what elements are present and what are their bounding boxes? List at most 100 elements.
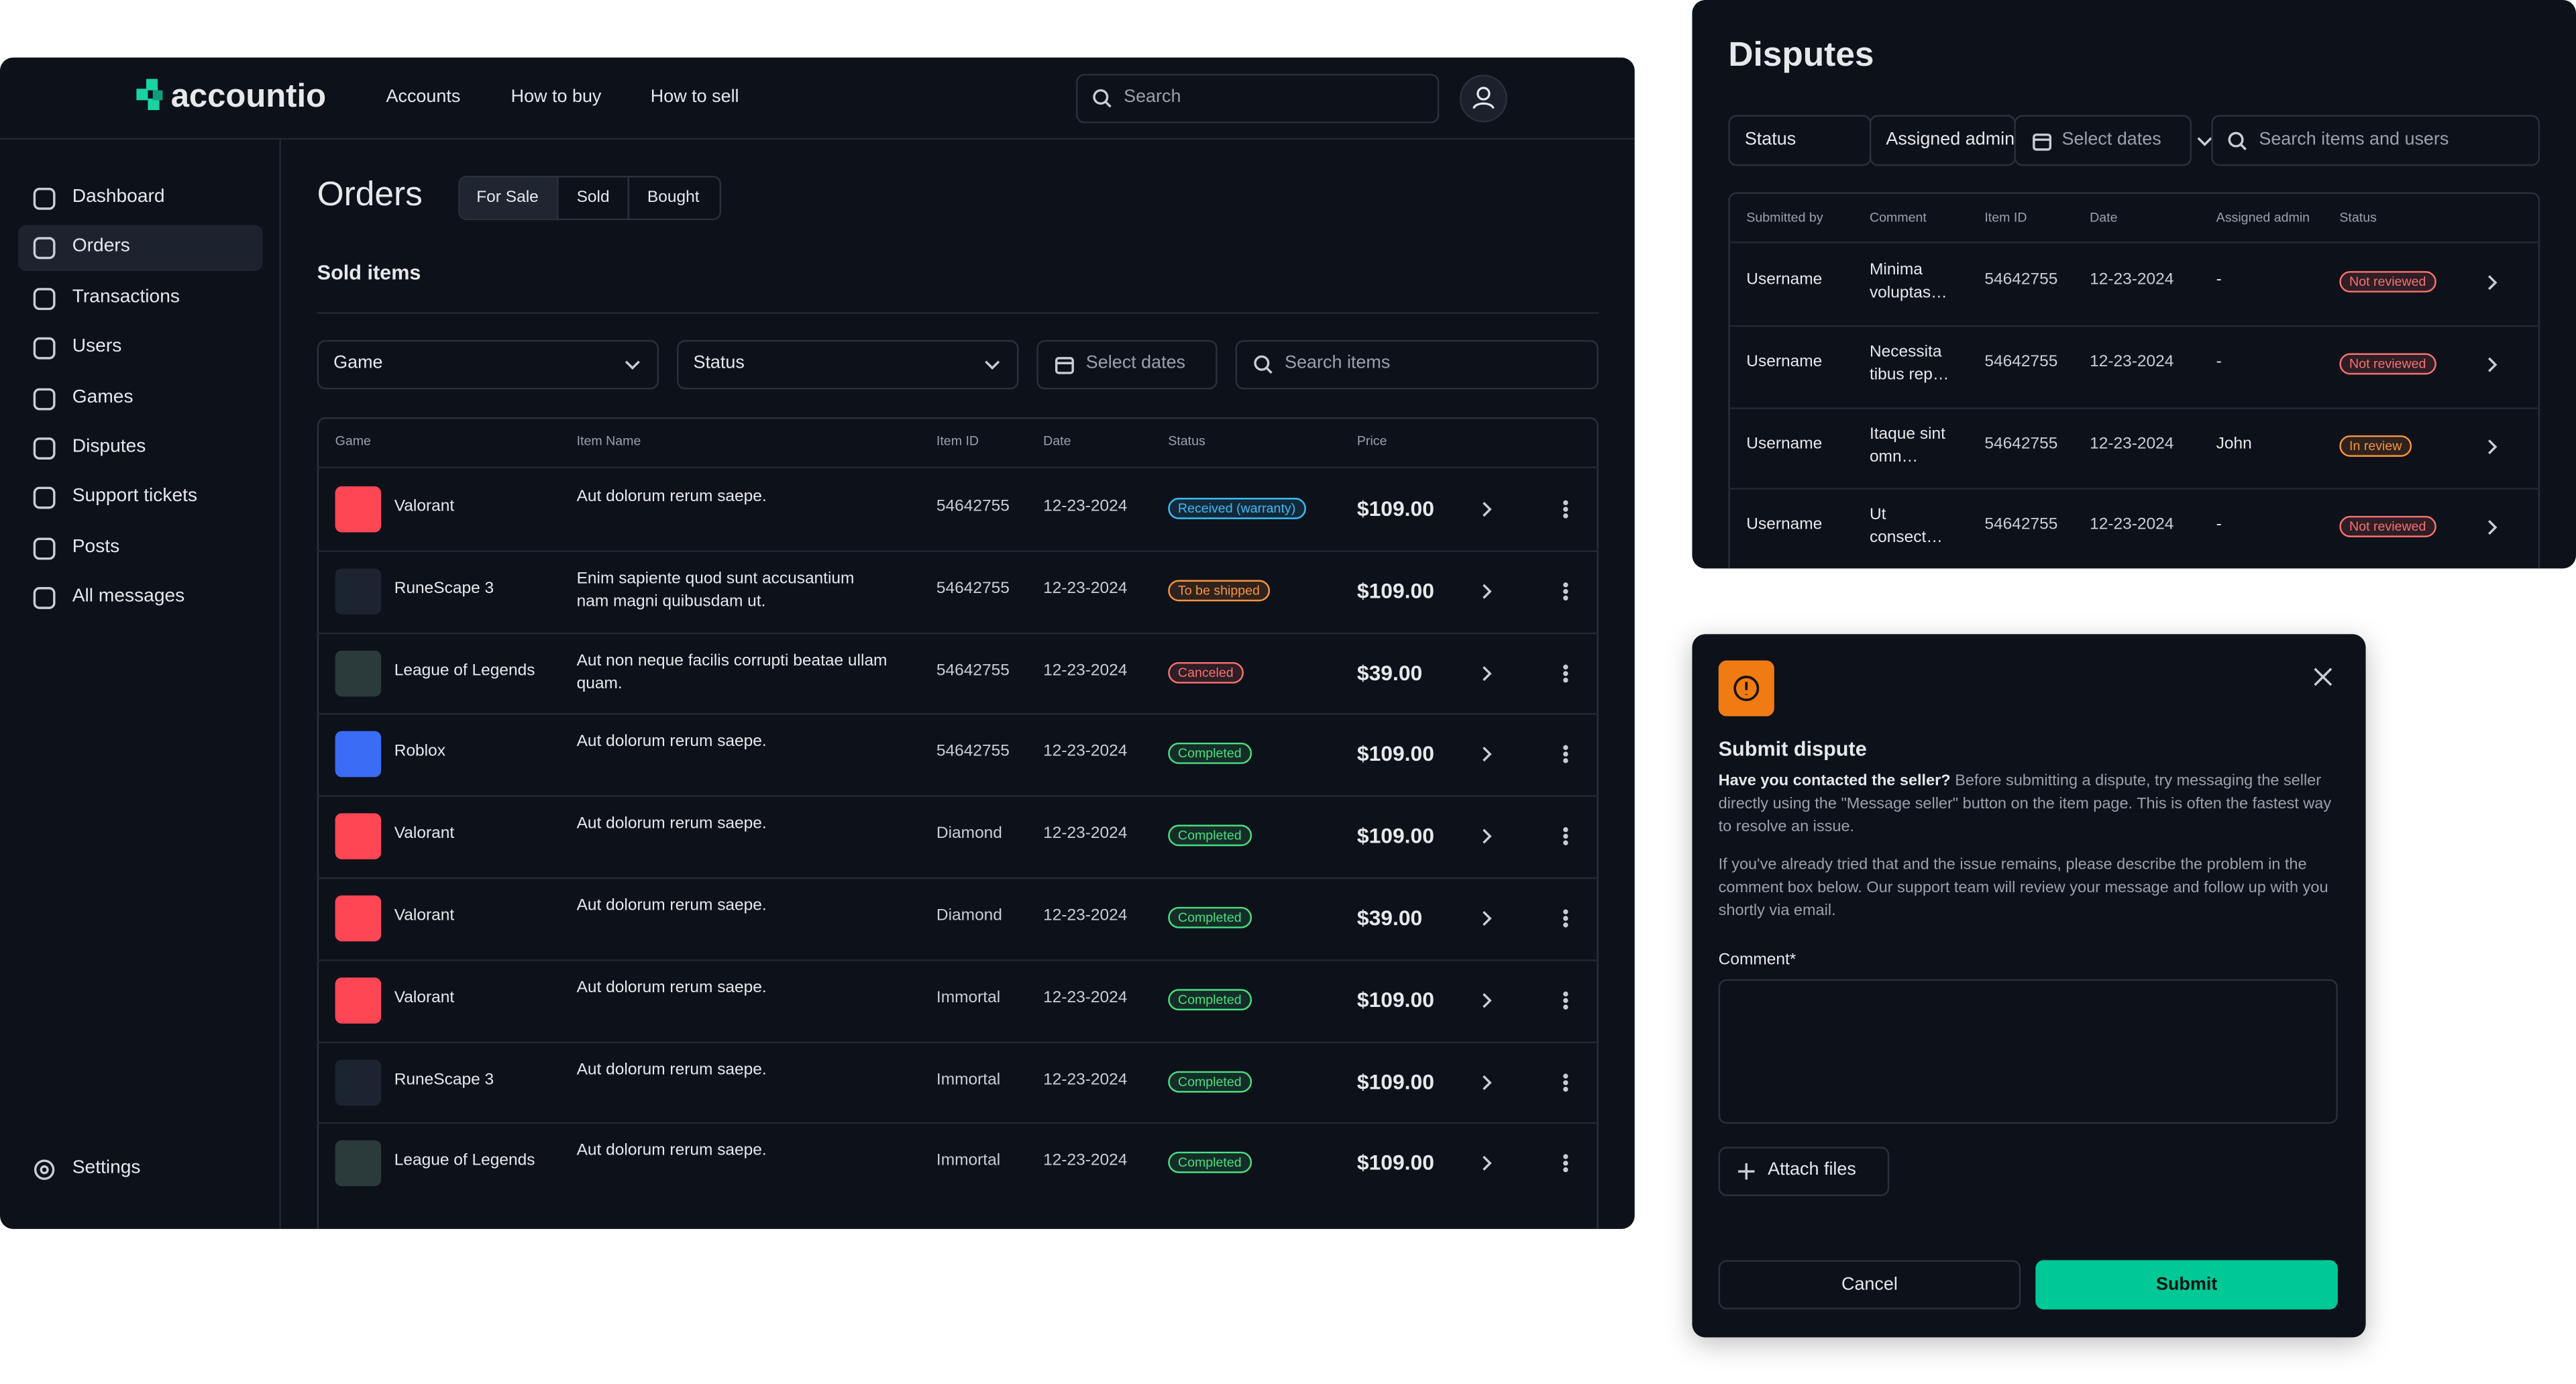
filter[interactable]	[1036, 339, 1218, 390]
row-menu[interactable]	[1562, 581, 1569, 600]
row-chevron[interactable]	[2485, 520, 2499, 536]
sidebar-item[interactable]: Dashboard	[72, 187, 165, 207]
date: 12-23-2024	[1043, 1152, 1128, 1171]
row-chevron[interactable]	[1481, 1156, 1494, 1172]
game-icon	[335, 895, 382, 942]
attach-label: Attach files	[1768, 1159, 1856, 1180]
logo[interactable]: accountio	[170, 78, 327, 115]
item-name: Aut dolorum rerum saepe.	[576, 488, 767, 507]
cancel-button[interactable]: Cancel	[1718, 1260, 2021, 1310]
disputes-window: Disputes Status Assigned admin Select date…	[1692, 0, 2576, 569]
date: 12-23-2024	[2090, 516, 2174, 535]
sidebar-item[interactable]: Disputes	[72, 437, 146, 457]
row-chevron[interactable]	[1481, 665, 1494, 681]
sidebar-item[interactable]: Transactions	[72, 287, 180, 307]
filter[interactable]	[1235, 339, 1599, 390]
row-divider	[317, 877, 1599, 880]
sidebar-item[interactable]: Posts	[72, 537, 120, 557]
attach-button[interactable]	[1718, 1147, 1890, 1196]
row-chevron[interactable]	[2485, 274, 2499, 290]
row-chevron[interactable]	[2485, 356, 2499, 372]
column-header: Status	[1168, 433, 1205, 449]
row-chevron[interactable]	[1481, 1074, 1494, 1090]
dispute-filter[interactable]: Assigned admin	[1869, 115, 2016, 166]
tab[interactable]: For Sale	[476, 189, 539, 207]
row-chevron[interactable]	[1481, 992, 1494, 1008]
row-chevron[interactable]	[1481, 583, 1494, 599]
column-header: Item ID	[1984, 210, 2027, 225]
row-menu[interactable]	[1562, 1072, 1569, 1092]
nav-link[interactable]: How to sell	[650, 87, 739, 107]
column-header: Item ID	[936, 433, 979, 449]
close-button[interactable]	[2313, 667, 2332, 686]
sidebar-item[interactable]: Orders	[72, 237, 130, 257]
row-menu[interactable]	[1562, 1154, 1569, 1173]
game-name: Valorant	[394, 498, 455, 516]
price: $109.00	[1356, 987, 1434, 1012]
row-menu[interactable]	[1562, 745, 1569, 764]
filter[interactable]	[317, 339, 659, 390]
dispute-filter[interactable]: Status	[1728, 115, 1872, 166]
settings-icon	[34, 1159, 55, 1180]
row-menu[interactable]	[1562, 990, 1569, 1010]
sidebar-icon	[33, 587, 56, 610]
sidebar-settings[interactable]: Settings	[72, 1158, 141, 1178]
item-name: Aut dolorum rerum saepe.	[576, 1061, 767, 1079]
assigned-admin: -	[2216, 516, 2222, 535]
status-badge: Received (warranty)	[1168, 498, 1305, 519]
sidebar-item[interactable]: All messages	[72, 586, 185, 607]
tab[interactable]: Bought	[647, 189, 700, 207]
item-id: 54642755	[936, 743, 1010, 761]
warning-icon	[1718, 660, 1774, 716]
assigned-admin: -	[2216, 353, 2222, 371]
row-menu[interactable]	[1562, 827, 1569, 846]
row-chevron[interactable]	[2485, 438, 2499, 454]
item-id: 54642755	[1984, 353, 2058, 371]
dispute-filter[interactable]: Select dates	[2014, 115, 2192, 166]
modal-title: Submit dispute	[1718, 737, 1867, 761]
row-chevron[interactable]	[1481, 747, 1494, 763]
date: 12-23-2024	[2090, 271, 2174, 290]
disputes-table	[1728, 192, 2540, 569]
date: 12-23-2024	[1043, 661, 1128, 680]
dispute-filter-label: Status	[1744, 129, 1796, 150]
row-menu[interactable]	[1562, 663, 1569, 682]
submitted-by: Username	[1746, 271, 1823, 290]
sidebar-item[interactable]: Users	[72, 337, 122, 357]
status-badge: Completed	[1168, 906, 1252, 928]
page-title: Orders	[317, 176, 423, 214]
row-divider	[317, 631, 1599, 634]
dispute-filter[interactable]: Search items and users	[2211, 115, 2540, 166]
tab[interactable]: Sold	[576, 189, 610, 207]
filter[interactable]	[676, 339, 1019, 390]
item-id: 54642755	[936, 579, 1010, 598]
comment: Ut consect…	[1869, 507, 1943, 548]
row-menu[interactable]	[1562, 908, 1569, 928]
search-box[interactable]	[1076, 74, 1440, 123]
tabs	[458, 176, 722, 221]
comment-input[interactable]	[1718, 979, 2338, 1124]
comment: Necessita tibus rep…	[1869, 343, 1949, 384]
submit-button[interactable]: Submit	[2035, 1260, 2338, 1310]
game-name: RuneScape 3	[394, 579, 494, 598]
row-menu[interactable]	[1562, 499, 1569, 519]
sidebar-item[interactable]: Games	[72, 386, 133, 407]
column-header: Price	[1356, 433, 1387, 449]
row-chevron[interactable]	[1481, 910, 1494, 926]
row-divider	[1728, 407, 2540, 409]
nav-link[interactable]: How to buy	[511, 87, 602, 107]
cancel-label: Cancel	[1841, 1275, 1898, 1295]
row-chevron[interactable]	[1481, 829, 1494, 845]
sidebar-item[interactable]: Support tickets	[72, 486, 198, 507]
disputes-title: Disputes	[1728, 36, 1874, 74]
nav-link[interactable]: Accounts	[386, 87, 461, 107]
status-badge: Completed	[1168, 824, 1252, 847]
game-icon	[335, 649, 382, 696]
price: $39.00	[1356, 659, 1423, 685]
row-divider	[317, 1041, 1599, 1043]
avatar[interactable]	[1459, 74, 1508, 123]
row-chevron[interactable]	[1481, 501, 1494, 517]
dispute-filter-label: Select dates	[2061, 129, 2161, 150]
price: $109.00	[1356, 823, 1434, 849]
